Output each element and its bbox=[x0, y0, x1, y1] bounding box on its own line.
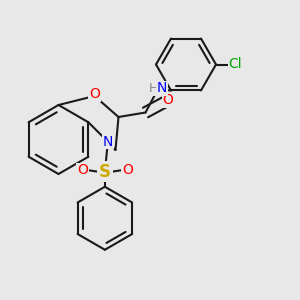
Text: O: O bbox=[122, 163, 133, 177]
Text: O: O bbox=[163, 94, 173, 107]
Text: O: O bbox=[89, 88, 100, 101]
Text: H: H bbox=[149, 82, 159, 95]
Text: N: N bbox=[157, 82, 167, 95]
Text: S: S bbox=[99, 163, 111, 181]
Text: Cl: Cl bbox=[229, 58, 242, 71]
Text: O: O bbox=[77, 163, 88, 177]
Text: N: N bbox=[103, 135, 113, 149]
